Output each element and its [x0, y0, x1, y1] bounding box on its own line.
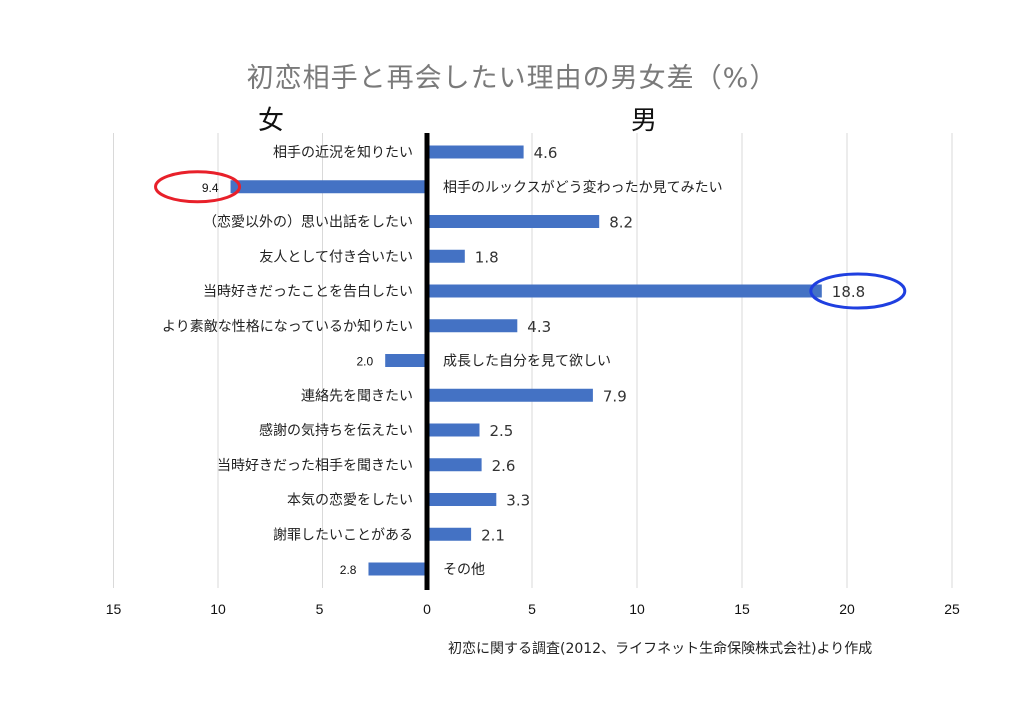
tick-label-male: 0 — [423, 601, 431, 617]
category-label: 本気の恋愛をしたい — [287, 492, 413, 509]
tick-label-male: 20 — [839, 601, 855, 617]
value-label: 4.3 — [527, 318, 551, 336]
value-label: 2.8 — [340, 563, 357, 577]
value-label: 1.8 — [475, 248, 499, 266]
value-label: 4.6 — [534, 144, 558, 162]
bar-male — [427, 388, 593, 402]
bar-male — [427, 319, 518, 333]
category-label: （恋愛以外の）思い出話をしたい — [203, 214, 413, 231]
bar-male — [427, 423, 480, 437]
value-label: 9.4 — [202, 181, 219, 195]
bar-female — [368, 562, 427, 576]
category-label: 連絡先を聞きたい — [301, 388, 413, 404]
category-label: その他 — [443, 562, 485, 578]
tick-label-male: 25 — [944, 601, 960, 617]
value-label: 18.8 — [832, 283, 865, 301]
tick-label-male: 15 — [734, 601, 750, 617]
category-label: 成長した自分を見て欲しい — [443, 354, 611, 370]
value-label: 2.1 — [481, 526, 505, 544]
bar-male — [427, 215, 600, 228]
tick-label-male: 5 — [528, 601, 536, 617]
value-label: 2.5 — [490, 422, 514, 440]
bar-male — [427, 284, 822, 298]
tick-label-female: 5 — [316, 601, 324, 617]
tick-label-female: 15 — [106, 601, 122, 617]
category-label: 当時好きだった相手を聞きたい — [217, 458, 413, 474]
value-label: 2.0 — [357, 355, 374, 369]
bar-male — [427, 458, 482, 472]
male-label: 男 — [631, 106, 658, 136]
bar-male — [427, 145, 524, 159]
tick-label-male: 10 — [629, 601, 645, 617]
category-label: より素敵な性格になっているか知りたい — [162, 318, 413, 335]
bar-male — [427, 493, 497, 506]
highlight-ellipse — [154, 170, 242, 204]
highlight-ellipse — [809, 272, 907, 310]
value-label: 7.9 — [603, 387, 627, 405]
bar-male — [427, 527, 472, 541]
bar-male — [427, 249, 465, 263]
category-label: 当時好きだったことを告白したい — [203, 284, 413, 300]
category-label: 相手の近況を知りたい — [273, 144, 413, 161]
source-note: 初恋に関する調査(2012、ライフネット生命保険株式会社)より作成 — [448, 641, 873, 657]
value-label: 2.6 — [492, 457, 516, 475]
bar-female — [385, 354, 427, 367]
category-label: 相手のルックスがどう変わったか見てみたい — [443, 179, 723, 196]
tick-label-female: 10 — [210, 601, 226, 617]
value-label: 8.2 — [609, 214, 633, 232]
value-label: 3.3 — [506, 492, 530, 510]
female-label: 女 — [258, 106, 285, 136]
category-label: 友人として付き合いたい — [259, 249, 413, 265]
bar-female — [230, 180, 427, 194]
category-label: 謝罪したいことがある — [273, 527, 413, 543]
chart-title: 初恋相手と再会したい理由の男女差（%） — [246, 63, 778, 94]
category-label: 感謝の気持ちを伝えたい — [259, 422, 413, 439]
